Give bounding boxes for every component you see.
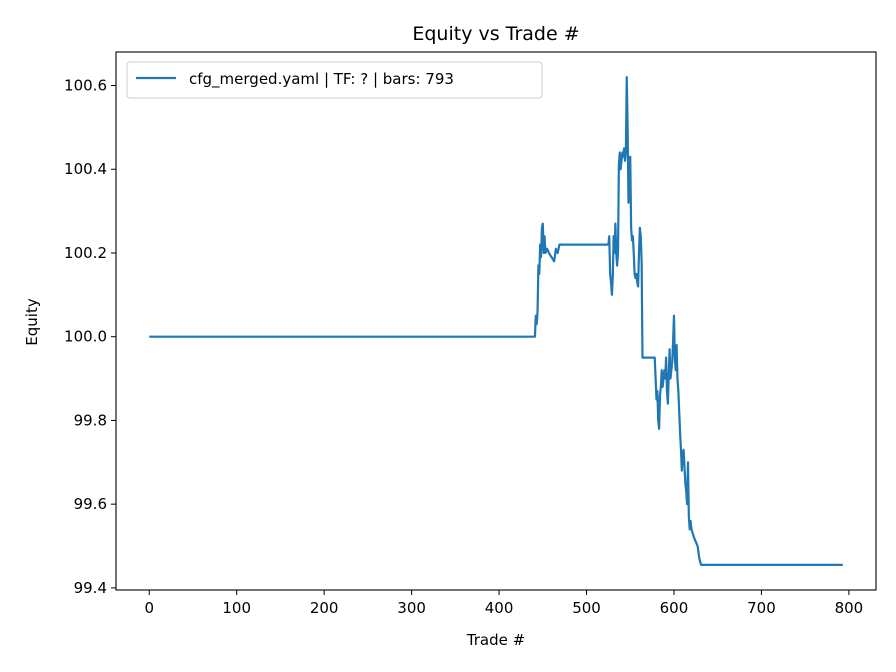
y-axis-ticks: 99.4 99.6 99.8 100.0 100.2 100.4 100.6 <box>64 76 116 597</box>
x-tick-label: 600 <box>660 599 689 617</box>
x-tick-label: 500 <box>572 599 601 617</box>
x-tick-label: 0 <box>144 599 154 617</box>
y-tick-label: 100.0 <box>64 328 107 346</box>
x-tick-label: 300 <box>397 599 426 617</box>
y-tick-label: 100.4 <box>64 160 107 178</box>
plot-background <box>116 52 876 590</box>
x-axis-label: Trade # <box>466 631 525 649</box>
legend-entry-label: cfg_merged.yaml | TF: ? | bars: 793 <box>189 70 454 89</box>
x-tick-label: 400 <box>485 599 514 617</box>
x-tick-label: 100 <box>222 599 251 617</box>
x-tick-label: 700 <box>747 599 776 617</box>
chart-title: Equity vs Trade # <box>412 23 579 45</box>
legend-box <box>126 61 543 99</box>
y-tick-label: 100.2 <box>64 244 107 262</box>
x-axis-ticks: 0 100 200 300 400 500 600 700 800 <box>144 590 863 617</box>
y-tick-label: 99.4 <box>74 579 107 597</box>
x-tick-label: 800 <box>835 599 864 617</box>
equity-series-line <box>149 76 843 566</box>
y-axis-label: Equity <box>23 298 41 346</box>
plot-area <box>115 51 877 591</box>
legend: cfg_merged.yaml | TF: ? | bars: 793 <box>126 61 543 99</box>
y-tick-label: 99.6 <box>74 495 107 513</box>
plot-frame <box>115 51 877 591</box>
x-tick-label: 200 <box>310 599 339 617</box>
y-tick-label: 99.8 <box>74 411 107 429</box>
y-tick-label: 100.6 <box>64 76 107 94</box>
